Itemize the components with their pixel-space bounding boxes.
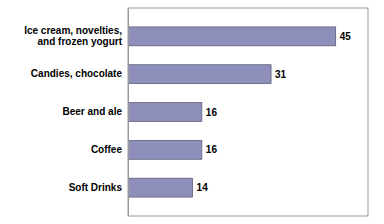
- tick: Ice cream, novelties,and frozen yogurt: [24, 25, 123, 47]
- y-axis: Soft Drinks Coffee Beer and ale Candies, ch…: [24, 9, 128, 217]
- tick: Coffee: [91, 144, 123, 155]
- data-label: 45: [340, 31, 352, 42]
- tick-label: Ice cream, novelties,and frozen yogurt: [24, 25, 123, 47]
- bar: [128, 178, 193, 197]
- plot-frame: [128, 8, 368, 216]
- data-labels: 14 16 16 31 45: [197, 31, 352, 193]
- data-label: 16: [206, 144, 218, 155]
- tick: Candies, chocolate: [31, 68, 123, 79]
- tick-label: Beer and ale: [63, 106, 123, 117]
- tick-label: Coffee: [91, 144, 123, 155]
- tick-label: Soft Drinks: [69, 182, 123, 193]
- plot: 14 16 16 31 45 Soft Drinks Coffee Beer and ale C…: [24, 8, 368, 217]
- data-label: 16: [206, 107, 218, 118]
- bar: [128, 103, 202, 122]
- axis-line: [128, 9, 129, 217]
- bar: [128, 65, 271, 84]
- bars: [128, 27, 336, 197]
- tick-label: Candies, chocolate: [31, 68, 123, 79]
- tick: Beer and ale: [63, 106, 123, 117]
- data-label: 31: [275, 69, 287, 80]
- bar: [128, 27, 336, 46]
- bar: [128, 140, 202, 159]
- chart: 14 16 16 31 45 Soft Drinks Coffee Beer and ale C…: [0, 0, 384, 224]
- tick: Soft Drinks: [69, 182, 123, 193]
- data-label: 14: [197, 182, 209, 193]
